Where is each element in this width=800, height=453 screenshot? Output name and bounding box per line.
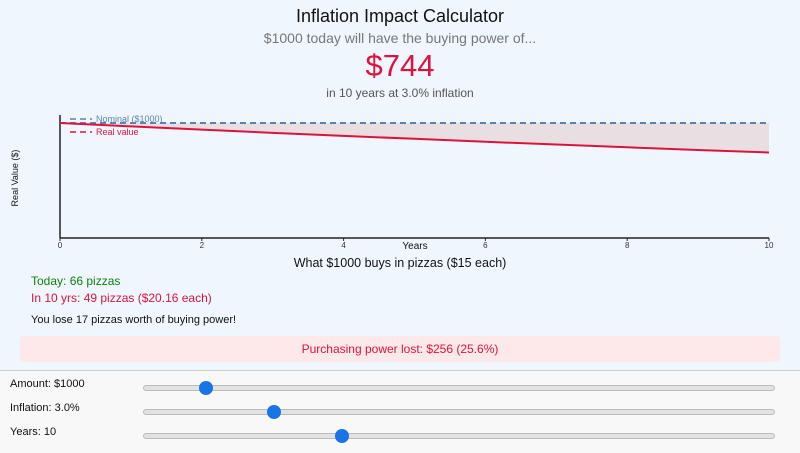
y-axis-label: Real Value ($) <box>10 150 20 207</box>
slider[interactable] <box>143 409 775 415</box>
legend-label: Nominal ($1000) <box>96 114 163 124</box>
control-label: Inflation: 3.0% <box>10 402 80 414</box>
slider-thumb[interactable] <box>267 405 281 419</box>
x-tick-label: 6 <box>483 241 488 250</box>
x-tick-label: 2 <box>200 241 205 250</box>
pizzas-today: Today: 66 pizzas <box>31 274 121 288</box>
x-axis-label: Years <box>402 241 427 252</box>
x-tick-label: 8 <box>625 241 630 250</box>
pizza-title: What $1000 buys in pizzas ($15 each) <box>293 256 507 270</box>
control-row: Inflation: 3.0% <box>0 399 800 419</box>
chart: 0 2 4 6 8 10 Years Real Value ($) Nominal ($1000… <box>10 114 774 252</box>
control-label: Amount: $1000 <box>10 378 85 390</box>
lost-power: Purchasing power lost: $256 (25.6%) <box>20 336 780 362</box>
note: in 10 years at 3.0% inflation <box>326 86 474 100</box>
series-line <box>59 122 770 154</box>
controls: Amount: $1000 Inflation: 3.0% Years: 10 <box>0 370 800 453</box>
x-tick-label: 0 <box>58 241 63 250</box>
control-row: Years: 10 <box>0 423 800 443</box>
slider[interactable] <box>143 433 775 439</box>
control-label: Years: 10 <box>10 426 57 438</box>
slider[interactable] <box>143 385 775 391</box>
control-row: Amount: $1000 <box>0 375 800 395</box>
title: Inflation Impact Calculator <box>295 6 505 26</box>
slider-thumb[interactable] <box>199 381 213 395</box>
pizzas-future: In 10 yrs: 49 pizzas ($20.16 each) <box>31 291 212 305</box>
x-tick-label: 10 <box>765 241 774 250</box>
slider-thumb[interactable] <box>335 429 349 443</box>
legend-label: Real value <box>96 127 139 137</box>
result: $744 <box>365 48 435 83</box>
x-tick-label: 4 <box>341 241 346 250</box>
pizzas-loss: You lose 17 pizzas worth of buying power… <box>31 314 237 326</box>
subtitle: $1000 today will have the buying power o… <box>263 30 537 46</box>
